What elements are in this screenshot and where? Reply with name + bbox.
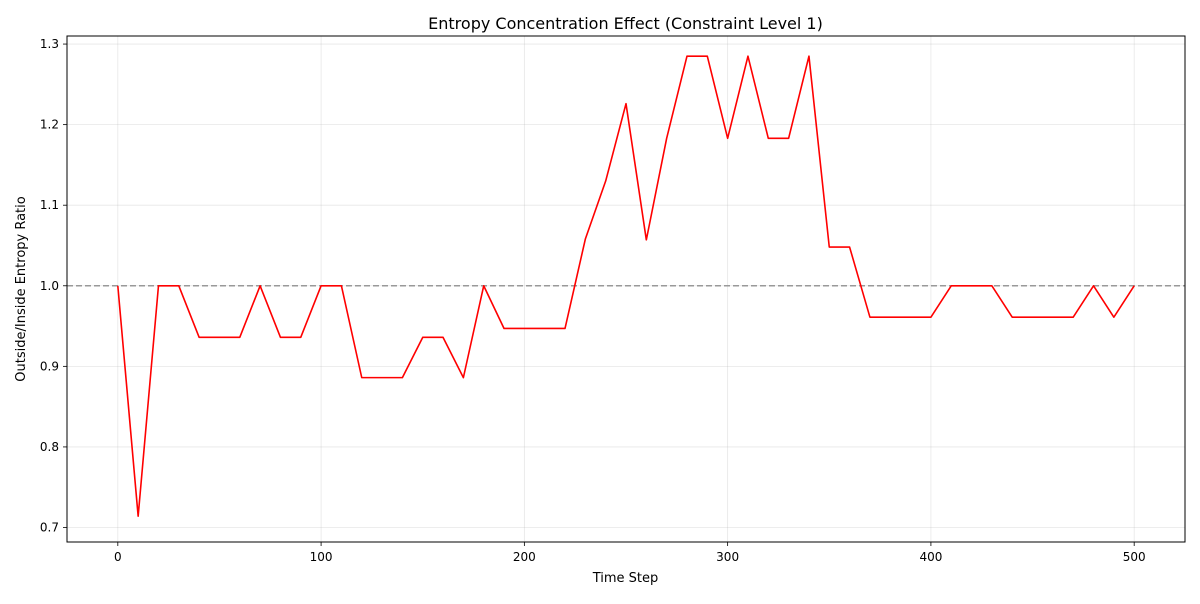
- x-tick-label: 400: [919, 550, 942, 564]
- ticks: 0 100 200 300 400 500 0.7 0.8 0.9 1.0 1.1 1.2 1.3: [40, 37, 1146, 564]
- x-axis-label: Time Step: [592, 571, 659, 586]
- x-tick-label: 100: [310, 550, 333, 564]
- series-layer: [117, 55, 1135, 518]
- y-tick-label: 0.8: [40, 440, 59, 454]
- x-tick-label: 300: [716, 550, 739, 564]
- y-tick-label: 1.0: [40, 279, 59, 293]
- series-line: [117, 55, 1135, 518]
- grid: [67, 36, 1185, 542]
- x-tick-label: 200: [513, 550, 536, 564]
- y-axis-label: Outside/Inside Entropy Ratio: [14, 196, 29, 381]
- chart-title: Entropy Concentration Effect (Constraint…: [428, 14, 823, 33]
- x-tick-label: 500: [1123, 550, 1146, 564]
- plot-area-frame: [66, 35, 1186, 543]
- y-tick-label: 0.9: [40, 359, 59, 373]
- y-tick-label: 1.2: [40, 118, 59, 132]
- y-tick-label: 1.3: [40, 37, 59, 51]
- x-tick-label: 0: [114, 550, 122, 564]
- y-tick-label: 1.1: [40, 198, 59, 212]
- y-tick-label: 0.7: [40, 520, 59, 534]
